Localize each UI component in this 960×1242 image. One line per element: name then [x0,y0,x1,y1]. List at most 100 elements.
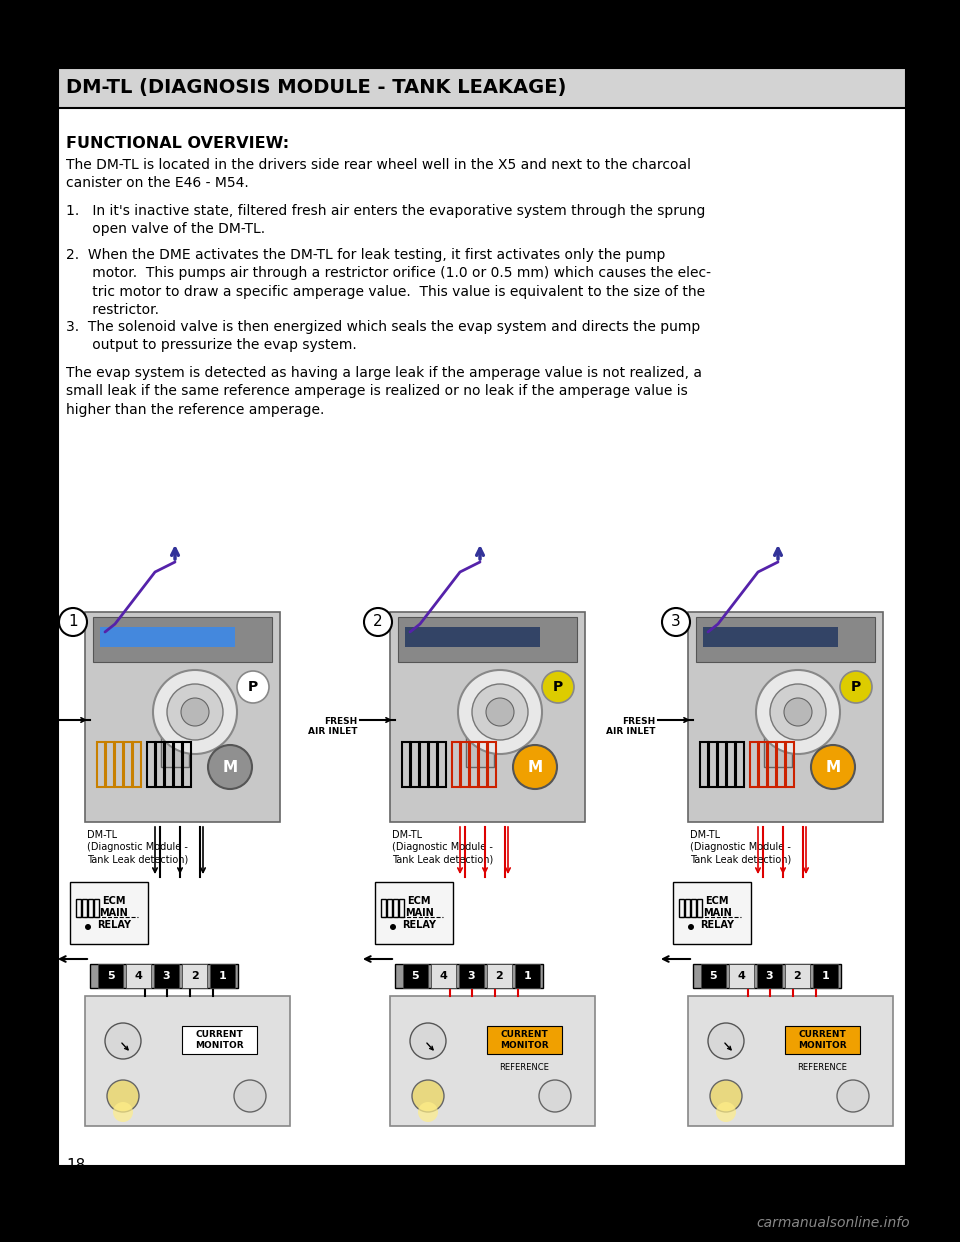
Bar [459,964,484,987]
Text: carmanualsonline.info: carmanualsonline.info [756,1216,910,1230]
Bar [403,964,428,987]
Text: 1: 1 [822,971,829,981]
Text: CURRENT
MONITOR: CURRENT MONITOR [195,1031,244,1049]
Bar [174,741,182,787]
Bar [487,1026,562,1054]
Bar [703,627,838,647]
Bar [85,612,280,822]
Bar [487,964,512,987]
Circle shape [390,924,396,930]
Text: FRESH
AIR INLET: FRESH AIR INLET [606,717,655,737]
Bar [727,741,735,787]
Text: DM-TL
(Diagnostic Module -
Tank Leak detection): DM-TL (Diagnostic Module - Tank Leak det… [690,830,791,864]
Circle shape [85,924,91,930]
Bar [147,741,155,787]
Bar [182,964,207,987]
Text: 3: 3 [671,615,681,630]
Bar [438,741,446,787]
Circle shape [486,698,514,727]
Circle shape [412,1081,444,1112]
Circle shape [418,1102,438,1122]
Bar [411,741,419,787]
Circle shape [234,1081,266,1112]
Text: 1: 1 [523,971,532,981]
Text: ECM
MAIN
RELAY: ECM MAIN RELAY [402,897,436,929]
Bar [429,741,437,787]
Bar [100,627,235,647]
Text: M: M [826,760,841,775]
Bar [398,617,577,662]
Bar [375,882,453,944]
Bar [768,741,776,787]
Text: 3: 3 [468,971,475,981]
Bar [210,964,235,987]
Bar [76,899,81,917]
Bar [106,741,114,787]
Bar [691,899,696,917]
Text: M: M [527,760,542,775]
Bar [786,741,794,787]
Bar [393,899,398,917]
Text: 5: 5 [709,971,717,981]
Text: REFERENCE: REFERENCE [798,1063,848,1073]
Bar [126,964,151,987]
Bar [183,741,191,787]
Text: M54engms43/STO36/6/00: M54engms43/STO36/6/00 [66,1174,210,1184]
Circle shape [410,1023,446,1059]
Bar [381,899,386,917]
Text: P: P [248,681,258,694]
Bar [93,617,272,662]
Circle shape [472,684,528,740]
Bar [736,741,744,787]
Circle shape [688,924,694,930]
Circle shape [458,669,542,754]
Bar [466,712,494,768]
Text: P: P [851,681,861,694]
Text: 1.   In it's inactive state, filtered fresh air enters the evaporative system th: 1. In it's inactive state, filtered fres… [66,204,706,236]
Bar [697,899,702,917]
Bar [395,964,543,987]
Bar [387,899,392,917]
Circle shape [756,669,840,754]
Text: CURRENT
MONITOR: CURRENT MONITOR [500,1031,549,1049]
Bar [399,899,404,917]
Circle shape [107,1081,139,1112]
Text: 1: 1 [68,615,78,630]
Text: DM-TL
(Diagnostic Module -
Tank Leak detection): DM-TL (Diagnostic Module - Tank Leak det… [392,830,493,864]
Circle shape [770,684,826,740]
Bar [420,741,428,787]
Bar [133,741,141,787]
Circle shape [662,609,690,636]
Bar [679,899,684,917]
Bar [470,741,478,787]
Bar [515,964,540,987]
Bar [757,964,782,987]
Circle shape [708,1023,744,1059]
Bar [759,741,767,787]
Bar [82,899,87,917]
Circle shape [840,671,872,703]
Bar [785,964,810,987]
Text: 3.  The solenoid valve is then energized which seals the evap system and directs: 3. The solenoid valve is then energized … [66,320,700,353]
Text: DM-TL
(Diagnostic Module -
Tank Leak detection): DM-TL (Diagnostic Module - Tank Leak det… [87,830,188,864]
Text: 3: 3 [162,971,170,981]
Text: FRESH
AIR INLET: FRESH AIR INLET [3,717,52,737]
Circle shape [113,1102,133,1122]
Bar [115,741,123,787]
Bar [813,964,838,987]
Text: 1: 1 [219,971,227,981]
Bar [479,741,487,787]
Text: 2: 2 [794,971,802,981]
Bar [688,996,893,1126]
Circle shape [208,745,252,789]
Text: ECM
MAIN
RELAY: ECM MAIN RELAY [97,897,131,929]
Circle shape [710,1081,742,1112]
Text: REFERENCE: REFERENCE [499,1063,549,1073]
Bar [165,741,173,787]
Circle shape [153,669,237,754]
Text: M: M [223,760,237,775]
Circle shape [59,609,87,636]
Bar [90,964,238,987]
Bar [390,996,595,1126]
Circle shape [181,698,209,727]
